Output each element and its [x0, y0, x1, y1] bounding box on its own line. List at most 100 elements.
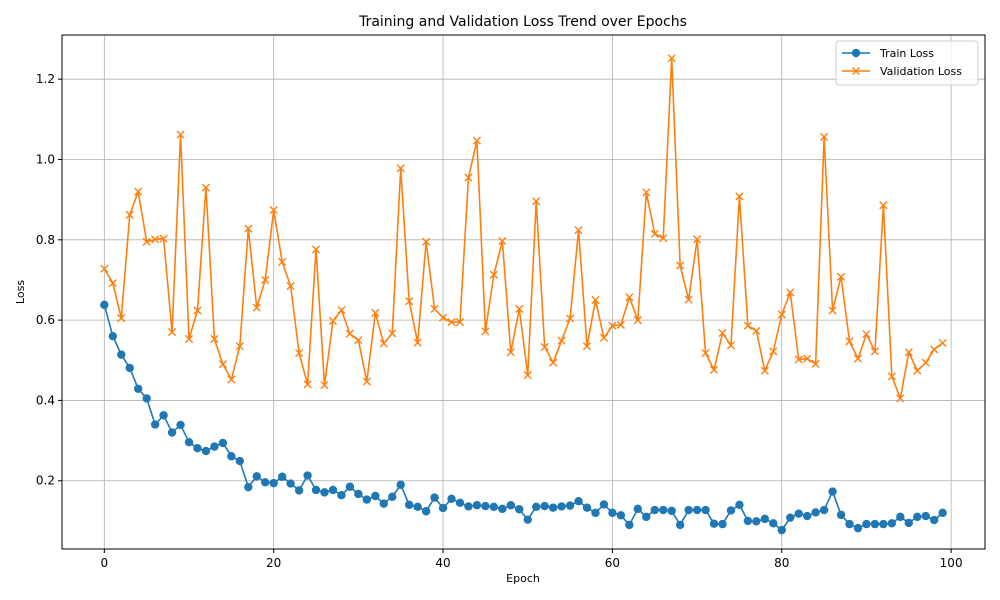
train-point: [548, 503, 558, 512]
series-line: [103, 304, 944, 531]
validation-point: [345, 329, 355, 338]
x-axis-label: Epoch: [506, 572, 540, 585]
train-point: [498, 504, 507, 514]
legend-box: [835, 40, 979, 86]
legend-validation-marker: [852, 67, 860, 75]
train-point: [608, 508, 617, 518]
train-point: [913, 512, 922, 522]
train-point: [633, 504, 643, 514]
train-point: [692, 505, 702, 515]
validation-point: [803, 354, 812, 363]
train-point: [396, 480, 405, 489]
validation-point: [752, 326, 761, 336]
y-tick-label: 1.2: [36, 72, 55, 86]
x-tick-label: 0: [101, 556, 109, 570]
validation-point: [176, 130, 185, 139]
train-point: [735, 500, 744, 510]
train-point: [506, 501, 515, 510]
validation-point: [820, 132, 829, 142]
train-point: [811, 508, 820, 517]
validation-point: [379, 339, 388, 348]
validation-point: [117, 314, 126, 323]
y-axis-label: Loss: [14, 280, 27, 304]
validation-point: [447, 318, 456, 327]
validation-point: [167, 328, 177, 337]
validation-point: [252, 303, 261, 312]
train-point: [760, 514, 770, 524]
validation-point: [726, 341, 736, 350]
validation-point: [244, 224, 253, 233]
validation-point: [235, 342, 244, 351]
y-tick-label: 0.4: [36, 393, 55, 407]
validation-point: [108, 279, 117, 288]
train-point: [320, 488, 329, 497]
train-point: [836, 510, 846, 520]
train-point: [269, 478, 278, 488]
legend-train-label: Train Loss: [879, 47, 934, 60]
train-point: [201, 446, 211, 456]
legend-validation-label: Validation Loss: [880, 65, 962, 78]
train-point: [337, 490, 346, 500]
train-point: [134, 384, 143, 393]
validation-point: [396, 164, 405, 173]
train-point: [277, 472, 287, 481]
validation-point: [667, 54, 676, 63]
train-point: [252, 472, 261, 481]
validation-point: [455, 318, 465, 327]
train-point: [294, 486, 304, 495]
validation-point: [134, 187, 143, 196]
validation-point: [845, 337, 854, 346]
chart-title: Training and Validation Loss Trend over …: [358, 14, 687, 30]
validation-point: [616, 320, 625, 330]
validation-point: [184, 334, 194, 344]
validation-point: [599, 333, 609, 342]
train-point: [802, 511, 812, 521]
train-point: [887, 519, 897, 528]
train-point: [328, 485, 338, 495]
train-point: [117, 350, 126, 359]
train-point: [591, 508, 600, 518]
validation-point: [557, 336, 566, 345]
validation-point: [887, 372, 896, 381]
train-point: [218, 438, 228, 448]
train-point: [404, 500, 414, 510]
validation-point: [743, 321, 752, 330]
validation-point: [794, 355, 803, 364]
validation-point: [676, 261, 685, 270]
train-point: [515, 505, 524, 514]
train-point: [794, 509, 803, 518]
train-point: [582, 503, 592, 512]
train-point: [261, 478, 270, 487]
train-point: [879, 519, 888, 529]
y-tick-label: 0.6: [36, 313, 55, 327]
train-point: [481, 501, 490, 511]
grid: [62, 35, 985, 549]
validation-point: [532, 197, 541, 206]
validation-point: [311, 245, 321, 254]
validation-point: [769, 347, 778, 356]
validation-point: [659, 234, 668, 243]
train-point: [379, 499, 388, 508]
validation-point: [633, 316, 642, 325]
train-point: [896, 512, 905, 522]
train-point: [540, 501, 549, 511]
y-tick-label: 1.0: [36, 152, 55, 166]
series-train-loss: [100, 300, 947, 535]
validation-point: [193, 306, 202, 315]
train-point: [167, 428, 177, 437]
validation-point: [625, 293, 634, 302]
validation-point: [430, 304, 439, 313]
train-point: [870, 519, 880, 529]
validation-point: [574, 226, 583, 235]
train-point: [489, 502, 499, 512]
train-point: [227, 452, 236, 461]
validation-point: [371, 308, 380, 317]
validation-point: [151, 235, 160, 244]
validation-point: [295, 348, 304, 358]
train-point: [150, 420, 160, 429]
validation-point: [269, 205, 278, 215]
train-point: [557, 502, 566, 511]
validation-point: [650, 229, 659, 238]
validation-point: [896, 394, 905, 403]
